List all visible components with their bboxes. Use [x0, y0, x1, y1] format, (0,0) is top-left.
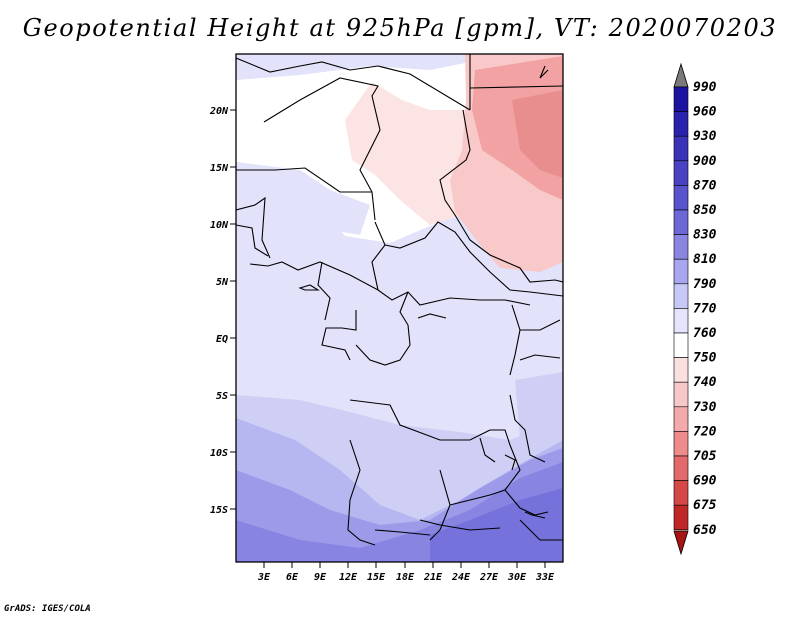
colorbar-cell	[673, 332, 689, 358]
colorbar-label: 650	[693, 523, 717, 538]
height-field	[236, 54, 563, 562]
colorbar-label: 990	[693, 80, 717, 95]
x-tick-label: 33E	[535, 572, 555, 583]
colorbar-top-arrow	[673, 62, 689, 88]
colorbar-cell	[673, 480, 689, 506]
colorbar-cell	[673, 308, 689, 334]
colorbar-label: 760	[693, 326, 717, 341]
x-tick-label: 9E	[314, 572, 327, 583]
colorbar-cell	[673, 209, 689, 235]
y-tick-label: EQ	[216, 334, 228, 345]
y-tick-label: 5S	[216, 391, 228, 402]
colorbar-cell	[673, 455, 689, 481]
colorbar-label: 705	[693, 449, 717, 464]
colorbar-cell	[673, 86, 689, 112]
colorbar-label: 720	[693, 424, 717, 439]
colorbar-label: 690	[693, 474, 717, 489]
y-tick-label: 15S	[210, 505, 228, 516]
colorbar: 990 960 930 900 870 850 830 810 790 770 760 750 740 7…	[673, 62, 717, 556]
colorbar-label: 850	[693, 203, 717, 218]
colorbar-cell	[673, 258, 689, 285]
colorbar-bottom-arrow	[673, 530, 689, 556]
colorbar-label: 750	[693, 351, 717, 366]
colorbar-label: 900	[693, 154, 717, 169]
colorbar-label: 790	[693, 277, 717, 292]
colorbar-cell	[673, 381, 689, 408]
zone-720	[512, 90, 563, 178]
x-tick-label: 3E	[257, 572, 271, 583]
footer-credit: GrADS: IGES/COLA	[4, 604, 91, 614]
colorbar-label: 675	[693, 498, 717, 513]
x-tick-label: 21E	[423, 572, 443, 583]
colorbar-cell	[673, 234, 689, 260]
colorbar-cell	[673, 357, 689, 383]
colorbar-label: 770	[693, 301, 717, 316]
colorbar-label: 830	[693, 228, 717, 243]
map-title: Geopotential Height at 925hPa [gpm], VT:…	[22, 14, 778, 42]
colorbar-cell	[673, 160, 689, 186]
x-tick-label: 27E	[479, 572, 499, 583]
colorbar-cell	[673, 406, 689, 432]
zone-790-east	[515, 372, 563, 440]
colorbar-label: 870	[693, 178, 717, 193]
colorbar-cell	[673, 185, 689, 211]
colorbar-label: 810	[693, 252, 717, 267]
colorbar-label: 740	[693, 375, 717, 390]
map-frame	[235, 53, 564, 563]
colorbar-label: 930	[693, 129, 717, 144]
x-tick-label: 24E	[451, 572, 471, 583]
x-tick-label: 15E	[367, 572, 386, 583]
colorbar-cell	[673, 135, 689, 162]
colorbar-cell	[673, 111, 689, 137]
x-tick-label: 12E	[339, 572, 358, 583]
y-tick-label: 15N	[210, 163, 229, 174]
y-tick-label: 20N	[209, 106, 229, 117]
colorbar-label: 730	[693, 400, 717, 415]
x-tick-label: 30E	[507, 572, 527, 583]
colorbar-cell	[673, 504, 689, 531]
y-axis: 20N 15N 10N 5N EQ 5S 10S 15S	[209, 106, 236, 516]
x-axis: 3E 6E 9E 12E 15E 18E 21E 24E 27E 30E 33E	[257, 562, 555, 583]
y-tick-label: 10N	[210, 220, 229, 231]
zone-750	[345, 82, 470, 225]
country-borders	[236, 54, 563, 546]
colorbar-cell	[673, 431, 689, 457]
zone-770-nw	[236, 162, 370, 235]
colorbar-label: 960	[693, 105, 717, 120]
colorbar-cell	[673, 283, 689, 309]
x-tick-label: 18E	[396, 572, 415, 583]
x-tick-label: 6E	[286, 572, 299, 583]
zone-870	[430, 488, 563, 562]
y-tick-label: 10S	[210, 448, 228, 459]
y-tick-label: 5N	[216, 277, 229, 288]
